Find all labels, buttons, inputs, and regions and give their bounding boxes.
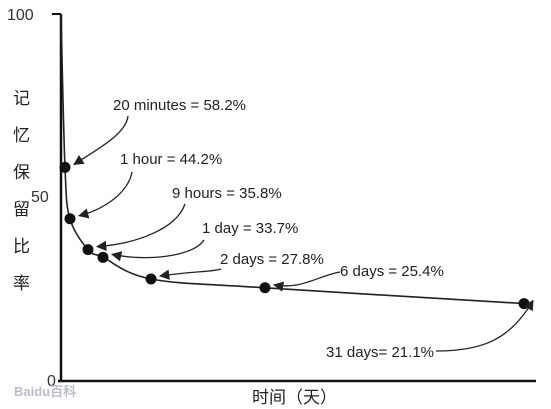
y-tick-labels: 100 50 0	[7, 7, 56, 390]
annotation-arrow	[110, 239, 205, 262]
data-point	[259, 282, 271, 294]
y-axis-label-char: 忆	[13, 126, 30, 146]
x-axis-label: 时间（天）	[252, 388, 337, 408]
annotation-label: 31 days= 21.1%	[326, 344, 434, 361]
annotation-label: 1 hour = 44.2%	[120, 151, 222, 168]
data-point	[59, 161, 71, 173]
annotation-label: 2 days = 27.8%	[220, 251, 324, 268]
annotation-arrow	[435, 299, 534, 352]
data-point	[97, 251, 109, 263]
data-point	[518, 298, 530, 310]
annotations: 20 minutes = 58.2% 1 hour = 44.2% 9 hours …	[73, 97, 534, 361]
y-axis-label-char: 记	[13, 89, 30, 109]
y-tick-label-0: 0	[47, 373, 56, 390]
data-point	[145, 273, 157, 285]
data-point	[64, 213, 76, 225]
data-points	[59, 161, 530, 310]
annotation-arrow	[272, 271, 341, 292]
annotation-label: 6 days = 25.4%	[340, 263, 444, 280]
annotation-arrow	[73, 115, 129, 165]
annotation-arrow	[95, 203, 186, 252]
y-tick-label-50: 50	[31, 189, 49, 206]
y-axis-label-char: 留	[13, 200, 30, 220]
annotation-label: 1 day = 33.7%	[202, 220, 298, 237]
y-tick-label-100: 100	[7, 7, 34, 24]
annotation-label: 9 hours = 35.8%	[172, 185, 282, 202]
y-axis-label-char: 率	[13, 274, 30, 294]
annotation-label: 20 minutes = 58.2%	[113, 97, 246, 114]
y-axis-label-char: 比	[13, 237, 30, 257]
y-axis-label-char: 保	[13, 163, 30, 183]
baidu-watermark: Baidu百科	[14, 384, 76, 399]
annotation-arrow	[77, 171, 133, 219]
data-point	[82, 244, 94, 256]
axes	[52, 13, 536, 383]
annotation-arrow	[158, 268, 222, 280]
